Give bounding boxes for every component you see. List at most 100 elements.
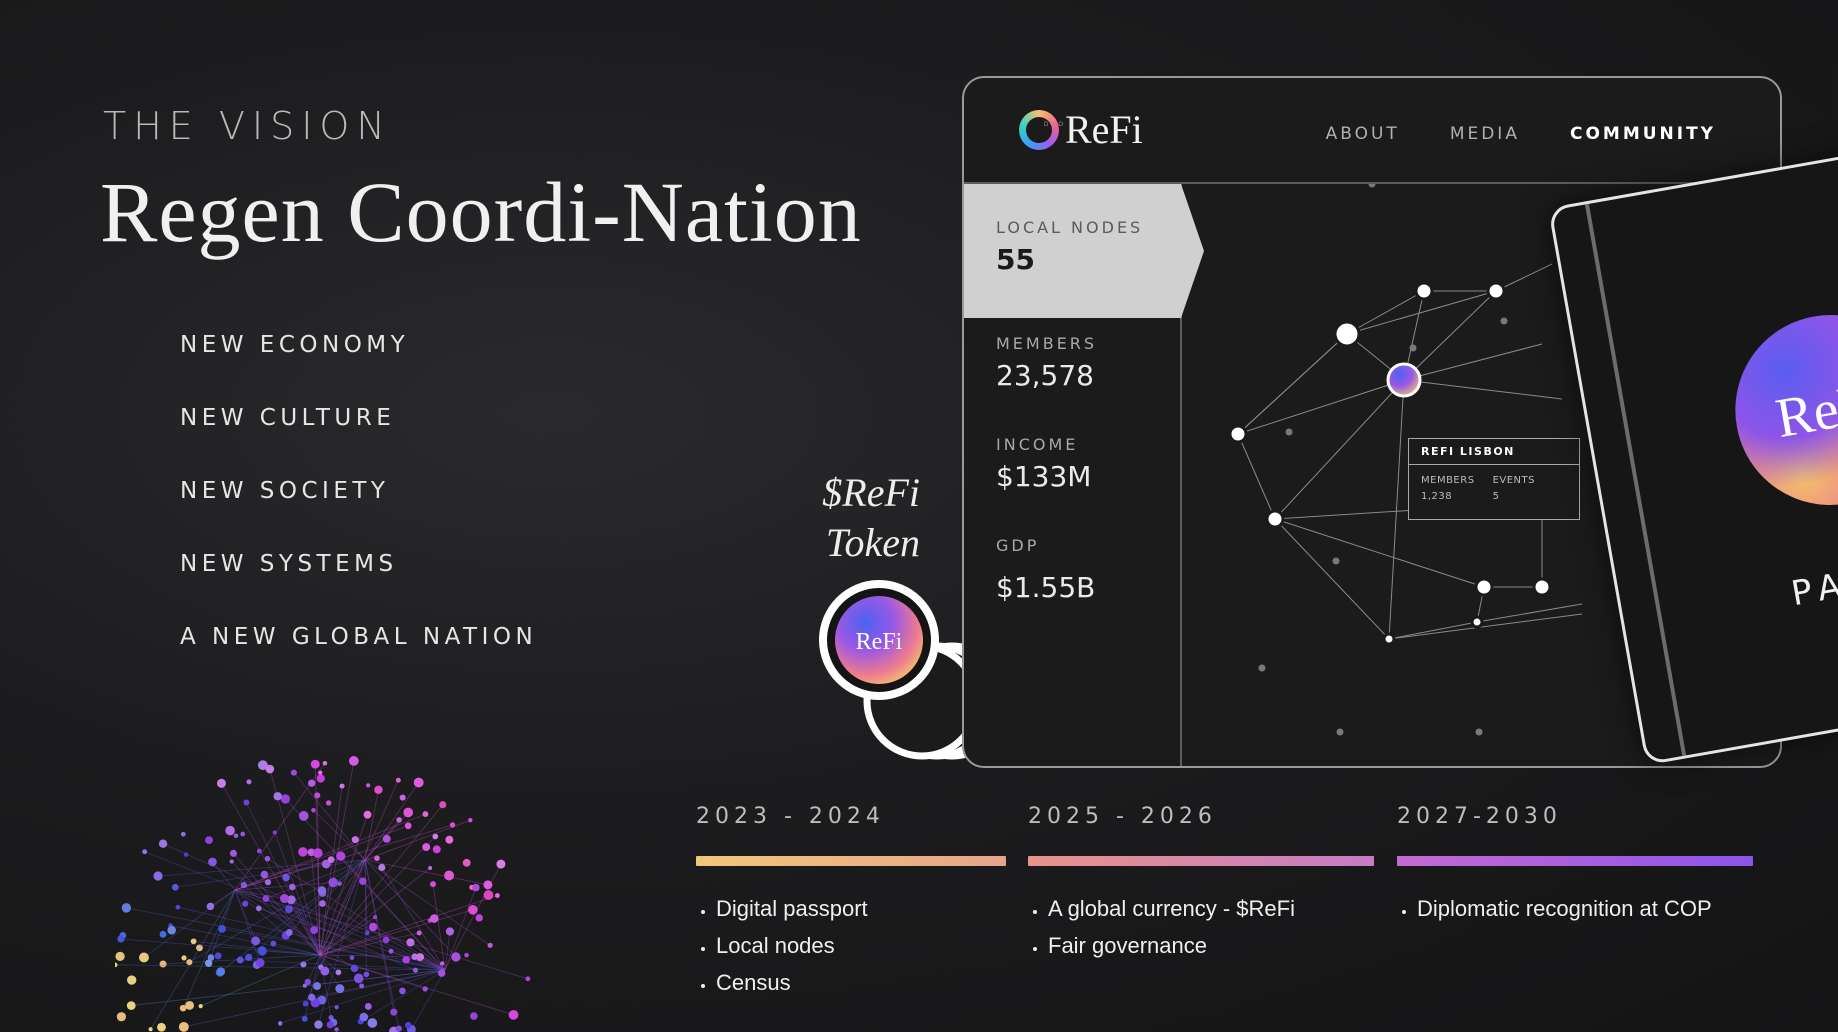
cluster-dot xyxy=(382,834,391,843)
stat-label: LOCAL NODES xyxy=(996,218,1144,237)
cluster-dot xyxy=(301,1015,308,1022)
passport-logo-text: ReFi xyxy=(1771,370,1838,451)
cluster-dot xyxy=(233,833,239,839)
cluster-dot xyxy=(175,904,181,910)
cluster-link xyxy=(234,825,409,891)
cluster-dot xyxy=(298,811,309,821)
node-tooltip: REFI LISBON MEMBERS 1,238 EVENTS 5 xyxy=(1408,438,1580,520)
network-node[interactable] xyxy=(1532,577,1552,597)
network-node[interactable] xyxy=(1333,320,1361,348)
cluster-link xyxy=(319,867,431,956)
cluster-dot xyxy=(350,964,359,973)
cluster-dot xyxy=(229,849,237,857)
cluster-link xyxy=(305,859,366,1004)
roadmap-phase-3: 2027-2030 Diplomatic recognition at COP xyxy=(1397,804,1753,927)
cluster-link xyxy=(364,859,368,933)
network-node[interactable] xyxy=(1474,577,1494,597)
network-dot xyxy=(1258,664,1266,672)
stat-members[interactable]: MEMBERS 23,578 xyxy=(996,334,1097,392)
cluster-link xyxy=(320,859,366,968)
cluster-dot xyxy=(116,1012,127,1022)
cluster-dot xyxy=(363,971,370,978)
network-node[interactable] xyxy=(1414,281,1434,301)
cluster-link xyxy=(234,889,256,942)
stat-active-bg xyxy=(964,184,1204,318)
nav-community[interactable]: COMMUNITY xyxy=(1569,124,1716,144)
cluster-dot xyxy=(171,883,179,891)
cluster-link xyxy=(285,798,446,971)
phase-item: A global currency - $ReFi xyxy=(1048,890,1374,927)
cluster-dot xyxy=(229,859,234,864)
cluster-dot xyxy=(117,935,125,943)
cluster-dot xyxy=(464,952,469,958)
cluster-dot xyxy=(289,883,296,891)
cluster-dot xyxy=(178,1021,189,1032)
cluster-link xyxy=(364,859,489,886)
cluster-link xyxy=(319,895,498,956)
cluster-link xyxy=(234,889,285,899)
nav-media[interactable]: MEDIA xyxy=(1449,124,1520,144)
stat-label: MEMBERS xyxy=(996,334,1098,353)
stat-income[interactable]: INCOME $133M xyxy=(996,435,1091,493)
cluster-dot xyxy=(304,978,311,986)
cluster-link xyxy=(319,954,339,973)
cluster-dot xyxy=(214,952,222,960)
cluster-dot xyxy=(280,794,291,804)
cluster-dot xyxy=(273,792,282,801)
cluster-dot xyxy=(406,938,415,947)
cluster-dot xyxy=(395,777,401,783)
passport-word: PASSPORT xyxy=(1788,533,1838,615)
cluster-link xyxy=(234,889,355,969)
tooltip-members-value: 1,238 xyxy=(1421,491,1453,502)
cluster-link xyxy=(313,859,366,931)
cluster-dot xyxy=(313,982,322,991)
network-node[interactable] xyxy=(1382,632,1396,646)
tooltip-members: MEMBERS 1,238 xyxy=(1421,473,1475,505)
cluster-dot xyxy=(468,904,478,915)
cluster-dot xyxy=(142,849,148,855)
cluster-link xyxy=(364,819,400,861)
network-node[interactable] xyxy=(1265,509,1285,529)
cluster-dot xyxy=(364,930,370,936)
cluster-dot xyxy=(265,764,275,774)
cluster-dot xyxy=(302,1000,309,1007)
cluster-link xyxy=(364,859,395,1013)
cluster-dot xyxy=(416,953,425,962)
cluster-link xyxy=(319,804,444,956)
cluster-link xyxy=(364,859,400,1029)
cluster-dot xyxy=(395,1025,402,1032)
cluster-link xyxy=(170,925,321,956)
cluster-dot xyxy=(429,914,439,923)
token-label-line2: Token xyxy=(825,520,920,565)
cluster-link xyxy=(243,884,321,956)
cluster-dot xyxy=(412,967,419,973)
network-node[interactable] xyxy=(1486,281,1506,301)
cluster-dot xyxy=(264,855,271,862)
cluster-dot xyxy=(445,835,454,844)
stat-local-nodes[interactable]: LOCAL NODES 55 xyxy=(996,218,1143,276)
cluster-dot xyxy=(334,1005,339,1010)
pillar-item: NEW ECONOMY xyxy=(180,332,410,358)
cluster-dot xyxy=(255,958,265,968)
cluster-dot xyxy=(487,942,493,948)
cluster-dot xyxy=(260,870,269,879)
cluster-link xyxy=(288,859,366,933)
network-node[interactable] xyxy=(1228,424,1248,444)
stat-gdp[interactable]: GDP $1.55B xyxy=(996,536,1095,604)
cluster-dot xyxy=(319,900,326,907)
cluster-link xyxy=(234,889,261,963)
cluster-dot xyxy=(185,1001,195,1010)
phase-years: 2023 - 2024 xyxy=(696,804,885,829)
selected-node-lisbon[interactable] xyxy=(1386,362,1422,398)
network-dot xyxy=(1336,728,1344,736)
cluster-link xyxy=(212,861,236,891)
cluster-link xyxy=(220,859,366,972)
cluster-link xyxy=(265,859,366,899)
refi-logo[interactable]: ReFi xyxy=(1019,110,1143,150)
cluster-dot xyxy=(337,881,342,886)
cluster-dot xyxy=(374,785,383,794)
network-node[interactable] xyxy=(1470,615,1484,629)
cluster-dot xyxy=(349,955,355,961)
nav-about[interactable]: ABOUT xyxy=(1325,124,1400,144)
phase-years: 2025 - 2026 xyxy=(1028,804,1217,829)
